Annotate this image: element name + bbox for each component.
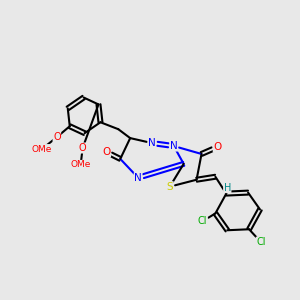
Text: Cl: Cl — [198, 216, 207, 226]
Text: Cl: Cl — [256, 237, 266, 247]
Text: OMe: OMe — [32, 145, 52, 154]
Text: N: N — [134, 173, 142, 183]
Text: H: H — [224, 183, 231, 193]
Text: OMe: OMe — [70, 160, 91, 169]
Text: O: O — [102, 147, 110, 157]
Text: N: N — [170, 141, 178, 151]
Text: O: O — [213, 142, 221, 152]
Text: O: O — [53, 132, 61, 142]
Text: S: S — [167, 182, 173, 192]
Text: N: N — [148, 138, 156, 148]
Text: O: O — [79, 143, 86, 153]
